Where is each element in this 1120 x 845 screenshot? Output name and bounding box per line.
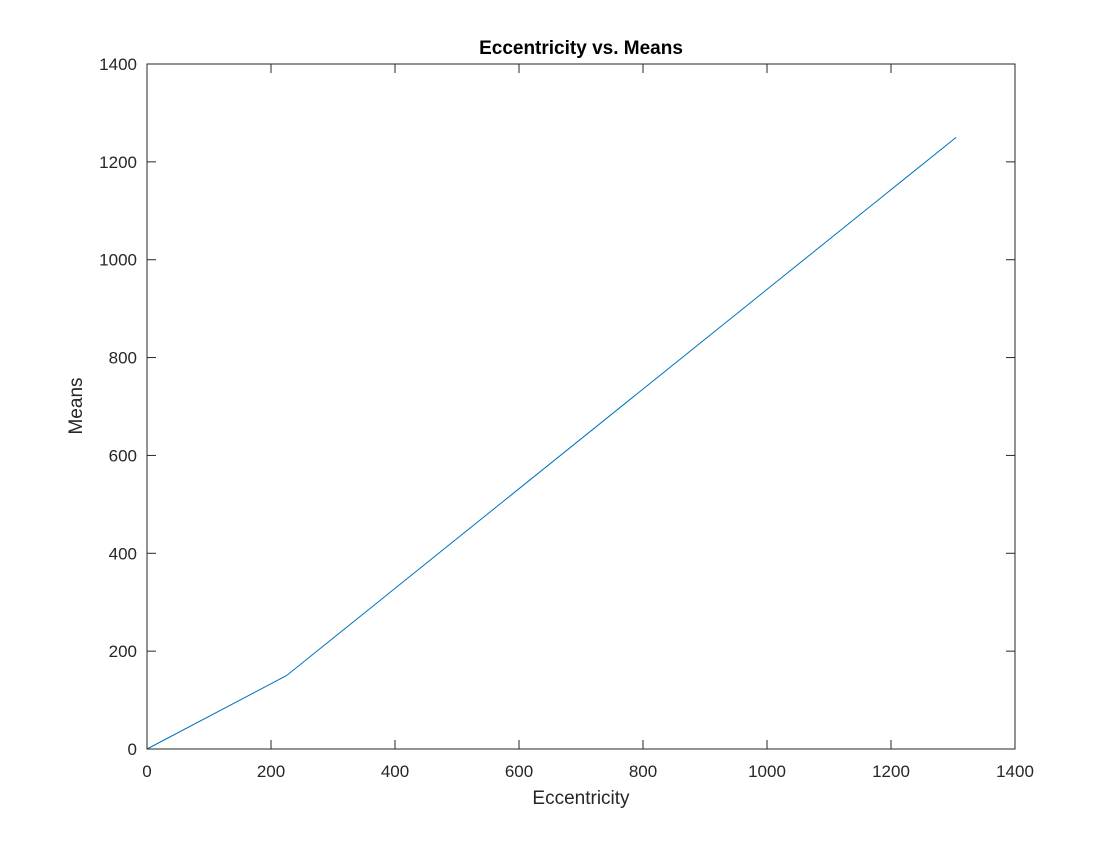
x-tick-label: 1400 [996, 762, 1034, 781]
y-tick-label: 1200 [99, 153, 137, 172]
x-axis-label: Eccentricity [532, 788, 630, 809]
axes-background [147, 64, 1015, 749]
y-tick-label: 1400 [99, 55, 137, 74]
series-line [146, 137, 957, 750]
y-tick-label: 600 [109, 446, 137, 465]
y-axis-label: Means [66, 377, 87, 434]
x-ticks: 0 200 400 600 800 1000 1200 1400 [142, 64, 1034, 781]
series-layer [146, 137, 957, 750]
axes-box [146, 63, 1016, 750]
chart-title: Eccentricity vs. Means [479, 38, 683, 59]
x-tick-label: 0 [142, 762, 151, 781]
x-tick-label: 400 [381, 762, 409, 781]
y-ticks: 0 200 400 600 800 1000 1200 1400 [99, 55, 1015, 759]
x-tick-label: 200 [257, 762, 285, 781]
y-tick-label: 800 [109, 349, 137, 368]
x-tick-label: 600 [505, 762, 533, 781]
x-tick-label: 800 [629, 762, 657, 781]
x-tick-label: 1000 [748, 762, 786, 781]
y-tick-label: 400 [109, 544, 137, 563]
y-tick-label: 200 [109, 642, 137, 661]
y-tick-label: 0 [128, 740, 137, 759]
x-tick-label: 1200 [872, 762, 910, 781]
y-tick-label: 1000 [99, 251, 137, 270]
